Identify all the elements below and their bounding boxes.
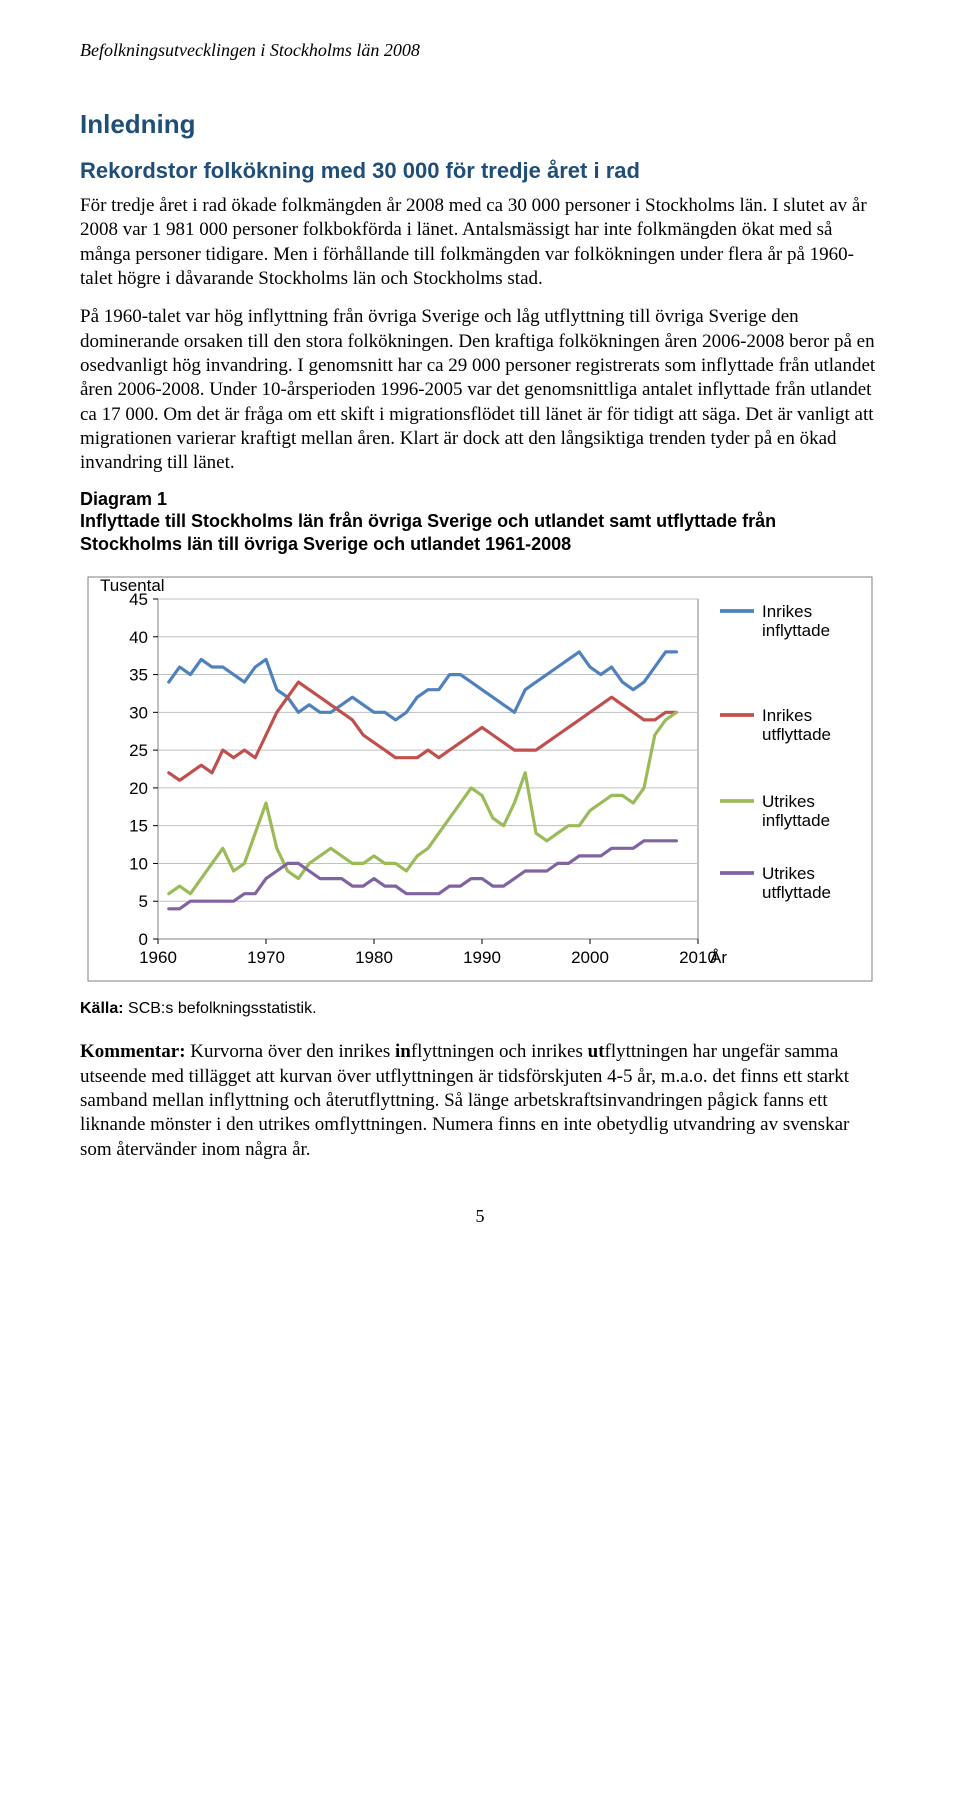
svg-text:25: 25 (129, 742, 148, 761)
source-label: Källa: (80, 1000, 124, 1017)
svg-text:Utrikes: Utrikes (762, 792, 815, 811)
diagram-caption: Inflyttade till Stockholms län från övri… (80, 510, 880, 555)
paragraph-2: På 1960-talet var hög inflyttning från ö… (80, 305, 880, 475)
svg-text:1960: 1960 (139, 948, 177, 967)
page-number: 5 (80, 1206, 880, 1227)
chart-svg: 0510152025303540451960197019801990200020… (80, 569, 880, 989)
svg-text:Tusental: Tusental (100, 576, 165, 595)
diagram-label: Diagram 1 (80, 489, 880, 510)
svg-text:20: 20 (129, 779, 148, 798)
comment-t1: Kurvorna över den inrikes (186, 1041, 395, 1062)
comment-paragraph: Kommentar: Kurvorna över den inrikes inf… (80, 1040, 880, 1162)
migration-line-chart: 0510152025303540451960197019801990200020… (80, 569, 880, 994)
svg-text:Inrikes: Inrikes (762, 602, 812, 621)
svg-text:10: 10 (129, 855, 148, 874)
svg-text:Inrikes: Inrikes (762, 706, 812, 725)
comment-label: Kommentar: (80, 1041, 186, 1062)
svg-text:inflyttade: inflyttade (762, 621, 830, 640)
svg-text:utflyttade: utflyttade (762, 725, 831, 744)
svg-text:2000: 2000 (571, 948, 609, 967)
svg-text:15: 15 (129, 817, 148, 836)
svg-text:0: 0 (139, 930, 148, 949)
paragraph-1: För tredje året i rad ökade folkmängden … (80, 194, 880, 291)
comment-in-bold: in (395, 1041, 411, 1062)
svg-text:35: 35 (129, 666, 148, 685)
comment-t2: flyttningen och inrikes (411, 1041, 588, 1062)
source-text: SCB:s befolkningsstatistik. (124, 1000, 317, 1017)
svg-text:1980: 1980 (355, 948, 393, 967)
svg-text:1970: 1970 (247, 948, 285, 967)
svg-text:inflyttade: inflyttade (762, 811, 830, 830)
subsection-title: Rekordstor folkökning med 30 000 för tre… (80, 158, 880, 184)
svg-text:5: 5 (139, 893, 148, 912)
section-title: Inledning (80, 109, 880, 140)
svg-text:40: 40 (129, 628, 148, 647)
chart-source: Källa: SCB:s befolkningsstatistik. (80, 1000, 880, 1018)
svg-text:30: 30 (129, 704, 148, 723)
svg-text:utflyttade: utflyttade (762, 883, 831, 902)
running-header: Befolkningsutvecklingen i Stockholms län… (80, 40, 880, 61)
svg-text:Utrikes: Utrikes (762, 864, 815, 883)
comment-ut-bold: ut (588, 1041, 605, 1062)
svg-text:1990: 1990 (463, 948, 501, 967)
svg-text:År: År (710, 948, 727, 967)
